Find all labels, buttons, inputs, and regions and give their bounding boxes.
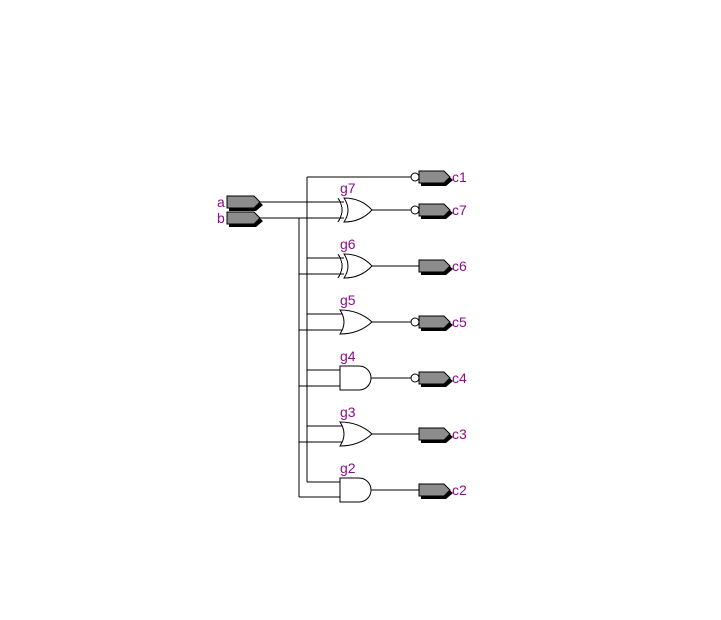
input-label-a: a — [217, 194, 225, 210]
gate-label-g4: g4 — [340, 348, 356, 364]
gate-g2[interactable] — [339, 477, 372, 503]
inverter-bubble-c1 — [410, 172, 420, 182]
input-label-b: b — [217, 210, 225, 226]
inverter-bubble-c4 — [410, 373, 420, 383]
output-port-c3[interactable] — [418, 427, 453, 443]
output-label-c6: c6 — [452, 258, 467, 274]
output-port-c2[interactable] — [418, 483, 453, 499]
gate-label-g6: g6 — [340, 236, 356, 252]
output-port-c4[interactable] — [418, 371, 453, 387]
output-label-c4: c4 — [452, 370, 467, 386]
gate-g5[interactable] — [339, 309, 373, 335]
output-wires — [371, 209, 419, 491]
gate-label-g7: g7 — [340, 180, 356, 196]
gate-g3[interactable] — [339, 421, 373, 447]
input-port-a[interactable] — [226, 195, 263, 211]
inverter-bubble-c5 — [410, 317, 420, 327]
output-port-c7[interactable] — [418, 203, 453, 219]
input-wires — [260, 176, 411, 498]
output-port-c6[interactable] — [418, 259, 453, 275]
gate-label-g5: g5 — [340, 292, 356, 308]
gate-g4[interactable] — [339, 365, 372, 391]
output-label-c1: c1 — [452, 169, 467, 185]
gate-label-g3: g3 — [340, 404, 356, 420]
output-label-c5: c5 — [452, 314, 467, 330]
gate-g7[interactable] — [337, 197, 373, 223]
output-port-c1[interactable] — [418, 170, 453, 186]
gate-g6[interactable] — [337, 253, 373, 279]
output-port-c5[interactable] — [418, 315, 453, 331]
inverter-bubble-c7 — [410, 205, 420, 215]
output-label-c7: c7 — [452, 202, 467, 218]
gate-label-g2: g2 — [340, 460, 356, 476]
output-label-c3: c3 — [452, 426, 467, 442]
input-port-b[interactable] — [226, 211, 263, 227]
output-label-c2: c2 — [452, 482, 467, 498]
